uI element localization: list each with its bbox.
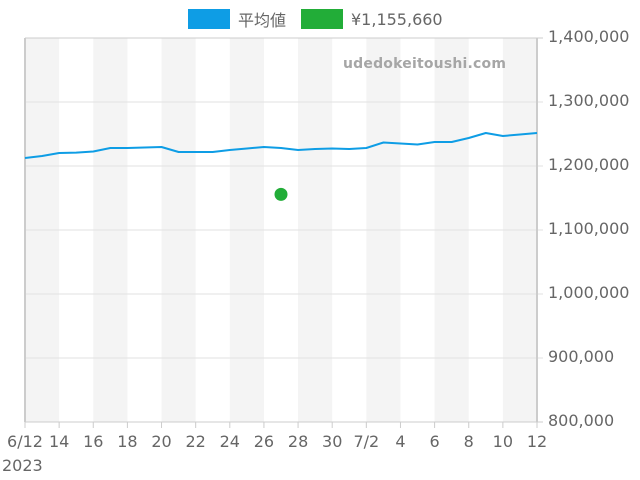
x-tick-label: 10	[492, 432, 514, 451]
y-tick-label: 1,100,000	[548, 219, 630, 238]
legend-swatch-average	[188, 9, 230, 29]
y-tick-label: 1,200,000	[548, 155, 630, 174]
x-tick-label: 20	[151, 432, 172, 451]
x-tick-label: 30	[322, 432, 343, 451]
y-tick-label: 800,000	[548, 411, 615, 430]
x-tick-label: 18	[117, 432, 138, 451]
y-tick-label: 1,000,000	[548, 283, 630, 302]
chart-legend: 平均値 ¥1,155,660	[0, 8, 640, 30]
legend-item-price[interactable]: ¥1,155,660	[301, 8, 443, 30]
current-price-point[interactable]	[274, 187, 288, 201]
gridlines	[25, 37, 543, 423]
x-tick-label: 14	[48, 432, 70, 451]
axes	[24, 38, 538, 428]
legend-label-average: 平均値	[238, 11, 287, 30]
watermark: udedokeitoushi.com	[343, 56, 507, 72]
year-label: 2023	[2, 456, 43, 475]
y-tick-label: 1,300,000	[548, 91, 630, 110]
x-tick-label: 12	[526, 432, 548, 451]
x-tick-label: 7/2	[353, 432, 380, 451]
legend-item-average[interactable]: 平均値	[188, 8, 286, 30]
average-price-line[interactable]	[24, 132, 538, 159]
legend-swatch-price	[301, 9, 343, 29]
x-tick-label: 16	[83, 432, 104, 451]
x-tick-label: 8	[463, 432, 474, 451]
x-tick-label: 6/12	[7, 432, 43, 451]
y-tick-label: 1,400,000	[548, 27, 630, 46]
x-tick-label: 6	[429, 432, 440, 451]
x-tick-label: 28	[287, 432, 309, 451]
x-tick-label: 26	[253, 432, 275, 451]
legend-label-price: ¥1,155,660	[351, 9, 443, 29]
x-tick-label: 22	[185, 432, 206, 451]
x-tick-label: 24	[219, 432, 240, 451]
y-tick-label: 900,000	[548, 347, 615, 366]
x-tick-label: 4	[395, 432, 406, 451]
